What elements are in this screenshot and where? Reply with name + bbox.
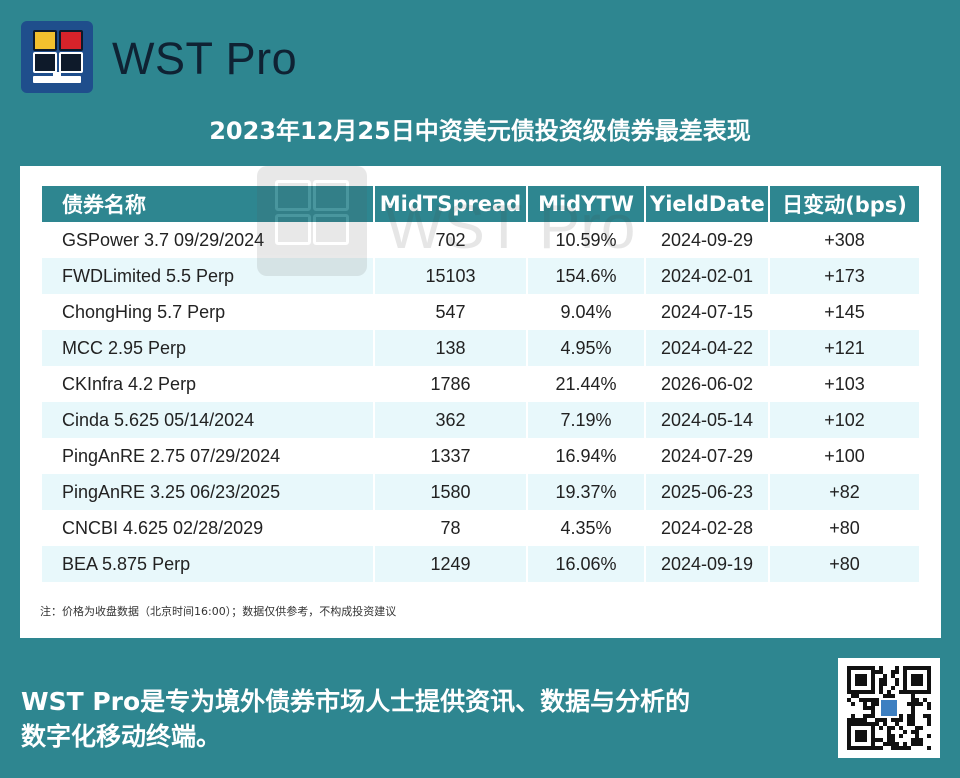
cell-midtspread: 702	[435, 229, 466, 250]
cell-yielddate: 2026-06-02	[660, 373, 754, 394]
cell-daily-change: +80	[770, 546, 919, 582]
header-yielddate: YieldDate	[646, 186, 768, 222]
tagline: WST Pro是专为境外债券市场人士提供资讯、数据与分析的 数字化移动终端。	[21, 684, 801, 754]
cell-midytw: 16.06%	[528, 546, 644, 582]
cell-daily-change: +145	[824, 301, 865, 322]
cell-midtspread: 78	[440, 517, 461, 538]
table-header-row: 债券名称 MidTSpread MidYTW YieldDate 日变动(bps…	[42, 186, 919, 222]
table-row: BEA 5.875 Perp 1249 16.06% 2024-09-19 +80	[42, 546, 919, 582]
table-row: FWDLimited 5.5 Perp 15103 154.6% 2024-02-01…	[42, 258, 919, 294]
cell-bond-name: PingAnRE 2.75 07/29/2024	[62, 445, 281, 466]
cell-midtspread: 15103	[375, 258, 526, 294]
page-title: 2023年12月25日中资美元债投资级债券最差表现	[209, 117, 751, 145]
cell-yielddate: 2024-05-14	[646, 402, 768, 438]
cell-bond-name: FWDLimited 5.5 Perp	[42, 258, 373, 294]
brand-name: WST Pro	[112, 33, 298, 84]
cell-yielddate: 2025-06-23	[646, 474, 768, 510]
cell-daily-change: +308	[824, 229, 865, 250]
table-row: GSPower 3.7 09/29/2024 702 10.59% 2024-09-2…	[42, 222, 919, 258]
cell-daily-change: +80	[829, 517, 860, 538]
cell-midytw: 21.44%	[555, 373, 617, 394]
cell-midytw: 4.35%	[560, 517, 612, 538]
tagline-line-1: WST Pro是专为境外债券市场人士提供资讯、数据与分析的	[21, 687, 691, 716]
cell-yielddate: 2024-09-29	[660, 229, 754, 250]
cell-bond-name: GSPower 3.7 09/29/2024	[62, 229, 265, 250]
bond-table: 债券名称 MidTSpread MidYTW YieldDate 日变动(bps…	[40, 186, 921, 582]
cell-yielddate: 2024-02-01	[646, 258, 768, 294]
cell-yielddate: 2024-09-19	[646, 546, 768, 582]
cell-yielddate: 2024-07-15	[660, 301, 754, 322]
table-row: Cinda 5.625 05/14/2024 362 7.19% 2024-05-14…	[42, 402, 919, 438]
header-midytw: MidYTW	[528, 186, 644, 222]
table-row: PingAnRE 3.25 06/23/2025 1580 19.37% 2025-0…	[42, 474, 919, 510]
table-panel: 债券名称 MidTSpread MidYTW YieldDate 日变动(bps…	[20, 166, 941, 638]
cell-midtspread: 362	[375, 402, 526, 438]
cell-bond-name: Cinda 5.625 05/14/2024	[42, 402, 373, 438]
cell-midtspread: 1249	[375, 546, 526, 582]
cell-daily-change: +173	[770, 258, 919, 294]
table-row: PingAnRE 2.75 07/29/2024 1337 16.94% 2024-0…	[42, 438, 919, 474]
disclaimer-note: 注：价格为收盘数据（北京时间16:00）；数据仅供参考，不构成投资建议	[40, 605, 397, 618]
cell-daily-change: +100	[824, 445, 865, 466]
cell-bond-name: CKInfra 4.2 Perp	[62, 373, 197, 394]
cell-midtspread: 547	[435, 301, 466, 322]
cell-midtspread: 1337	[430, 445, 471, 466]
cell-yielddate: 2024-04-22	[646, 330, 768, 366]
cell-midytw: 9.04%	[560, 301, 612, 322]
cell-midytw: 4.95%	[528, 330, 644, 366]
cell-midytw: 10.59%	[555, 229, 617, 250]
cell-bond-name: CNCBI 4.625 02/28/2029	[62, 517, 264, 538]
table-row: CNCBI 4.625 02/28/2029 78 4.35% 2024-02-28 +…	[42, 510, 919, 546]
cell-yielddate: 2024-02-28	[660, 517, 754, 538]
cell-yielddate: 2024-07-29	[660, 445, 754, 466]
table-row: MCC 2.95 Perp 138 4.95% 2024-04-22 +121	[42, 330, 919, 366]
cell-midytw: 7.19%	[528, 402, 644, 438]
cell-midtspread: 1786	[430, 373, 471, 394]
cell-bond-name: BEA 5.875 Perp	[42, 546, 373, 582]
header-midtspread: MidTSpread	[375, 186, 526, 222]
cell-daily-change: +82	[770, 474, 919, 510]
header-bond-name: 债券名称	[42, 186, 373, 222]
tagline-line-2: 数字化移动终端。	[21, 722, 222, 751]
table-row: ChongHing 5.7 Perp 547 9.04% 2024-07-15 +145	[42, 294, 919, 330]
cell-midytw: 19.37%	[528, 474, 644, 510]
cell-daily-change: +102	[770, 402, 919, 438]
qr-code-icon	[838, 658, 940, 758]
cell-daily-change: +103	[824, 373, 865, 394]
cell-midytw: 154.6%	[528, 258, 644, 294]
cell-daily-change: +121	[770, 330, 919, 366]
wst-logo-icon	[21, 21, 93, 93]
cell-bond-name: PingAnRE 3.25 06/23/2025	[42, 474, 373, 510]
header-daily-change: 日变动(bps)	[770, 186, 919, 222]
table-row: CKInfra 4.2 Perp 1786 21.44% 2026-06-02 +103	[42, 366, 919, 402]
cell-bond-name: ChongHing 5.7 Perp	[62, 301, 226, 322]
cell-midtspread: 138	[375, 330, 526, 366]
cell-bond-name: MCC 2.95 Perp	[42, 330, 373, 366]
cell-midytw: 16.94%	[555, 445, 617, 466]
cell-midtspread: 1580	[375, 474, 526, 510]
